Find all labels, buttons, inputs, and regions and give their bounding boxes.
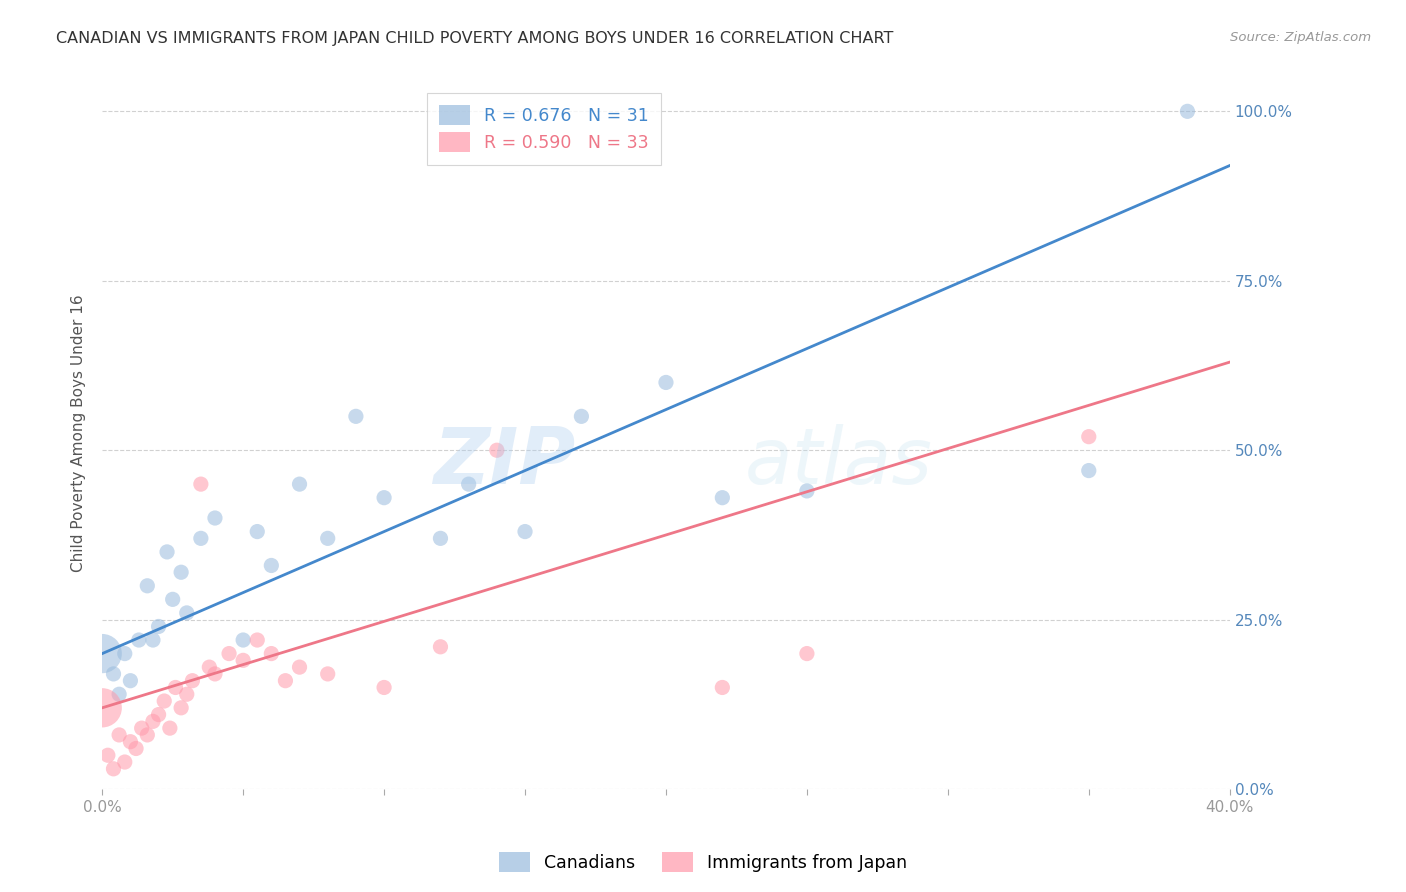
Point: [176, 687, 198, 701]
Y-axis label: Child Poverty Among Boys Under 16: Child Poverty Among Boys Under 16: [72, 294, 86, 572]
Point: [165, 681, 187, 695]
Point: [108, 687, 131, 701]
Point: [218, 647, 240, 661]
Text: ZIP: ZIP: [433, 424, 576, 500]
Point: [655, 376, 678, 390]
Point: [114, 755, 136, 769]
Point: [232, 633, 254, 648]
Point: [1077, 430, 1099, 444]
Point: [142, 714, 165, 729]
Point: [571, 409, 593, 424]
Point: [91, 701, 114, 715]
Point: [136, 579, 159, 593]
Point: [142, 633, 165, 648]
Point: [260, 558, 283, 573]
Point: [246, 524, 269, 539]
Point: [159, 721, 181, 735]
Point: [108, 728, 131, 742]
Point: [711, 491, 734, 505]
Point: [128, 633, 150, 648]
Legend: Canadians, Immigrants from Japan: Canadians, Immigrants from Japan: [492, 845, 914, 879]
Point: [125, 741, 148, 756]
Point: [288, 660, 311, 674]
Point: [246, 633, 269, 648]
Point: [103, 762, 125, 776]
Point: [1177, 104, 1199, 119]
Point: [796, 483, 818, 498]
Text: atlas: atlas: [745, 424, 932, 500]
Point: [711, 681, 734, 695]
Point: [1077, 464, 1099, 478]
Point: [316, 532, 339, 546]
Point: [103, 667, 125, 681]
Point: [176, 606, 198, 620]
Point: [204, 511, 226, 525]
Point: [181, 673, 204, 688]
Point: [429, 640, 451, 654]
Point: [796, 647, 818, 661]
Point: [373, 681, 395, 695]
Point: [190, 477, 212, 491]
Point: [148, 619, 170, 633]
Point: [457, 477, 479, 491]
Point: [288, 477, 311, 491]
Point: [136, 728, 159, 742]
Text: Source: ZipAtlas.com: Source: ZipAtlas.com: [1230, 31, 1371, 45]
Point: [91, 647, 114, 661]
Text: CANADIAN VS IMMIGRANTS FROM JAPAN CHILD POVERTY AMONG BOYS UNDER 16 CORRELATION : CANADIAN VS IMMIGRANTS FROM JAPAN CHILD …: [56, 31, 894, 46]
Point: [114, 647, 136, 661]
Point: [260, 647, 283, 661]
Point: [198, 660, 221, 674]
Point: [274, 673, 297, 688]
Point: [162, 592, 184, 607]
Point: [485, 443, 508, 458]
Legend: R = 0.676   N = 31, R = 0.590   N = 33: R = 0.676 N = 31, R = 0.590 N = 33: [426, 94, 661, 165]
Point: [316, 667, 339, 681]
Point: [170, 701, 193, 715]
Point: [131, 721, 153, 735]
Point: [344, 409, 367, 424]
Point: [232, 653, 254, 667]
Point: [429, 532, 451, 546]
Point: [153, 694, 176, 708]
Point: [97, 748, 120, 763]
Point: [513, 524, 536, 539]
Point: [204, 667, 226, 681]
Point: [148, 707, 170, 722]
Point: [120, 734, 142, 748]
Point: [156, 545, 179, 559]
Point: [170, 566, 193, 580]
Point: [120, 673, 142, 688]
Point: [373, 491, 395, 505]
Point: [190, 532, 212, 546]
